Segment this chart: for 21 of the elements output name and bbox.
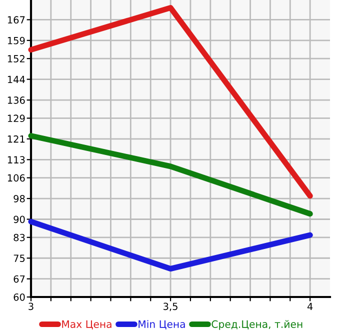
y-tick-label: 83	[14, 234, 25, 242]
legend-label: Min Цена	[138, 320, 185, 330]
y-tick-label: 98	[14, 194, 25, 202]
y-tick-label: 121	[8, 135, 25, 143]
x-tick-label: 4	[307, 302, 313, 310]
y-tick-label: 136	[8, 96, 25, 104]
x-tick-label: 3,5	[164, 302, 178, 312]
y-tick-label: 67	[14, 275, 25, 283]
y-tick-label: 106	[8, 174, 25, 182]
y-tick-label: 60	[14, 293, 25, 301]
y-tick-label: 90	[14, 216, 25, 224]
y-tick-label: 129	[8, 114, 25, 122]
y-tick-label: 144	[8, 76, 25, 83]
legend-label: Max Цена	[62, 320, 112, 330]
y-tick-label: 159	[8, 36, 25, 44]
legend-label: Сред.Цена, т.йен	[212, 320, 302, 330]
x-tick-label: 3	[28, 302, 34, 310]
y-tick-label: 152	[8, 55, 24, 62]
y-tick-label: 167	[8, 16, 25, 24]
y-tick-label: 113	[8, 156, 25, 164]
y-tick-label: 75	[14, 254, 25, 262]
